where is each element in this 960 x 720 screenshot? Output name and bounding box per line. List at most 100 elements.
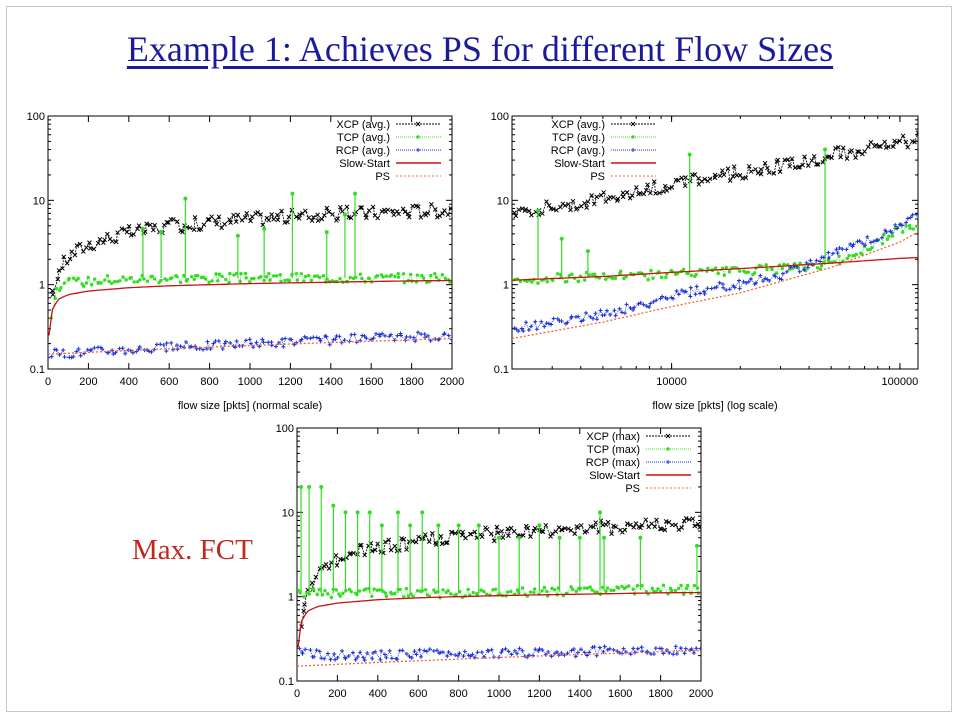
xcp-point: [344, 204, 350, 210]
tcp-point: [271, 274, 276, 278]
tcp-point: [686, 271, 690, 276]
xcp-point: [568, 207, 573, 213]
rcp-point: [737, 286, 742, 291]
rcp-point: [701, 289, 706, 294]
xcp-point: [516, 207, 522, 213]
rcp-point: [737, 278, 742, 283]
xcp-point: [679, 175, 684, 181]
tcp-point: [210, 279, 214, 283]
tcp-spike-point: [557, 535, 562, 540]
xcp-point: [479, 534, 485, 540]
xcp-point: [131, 232, 136, 237]
tcp-point: [713, 266, 718, 270]
xcp-point: [67, 256, 73, 262]
xcp-point: [771, 171, 777, 176]
xcp-point: [661, 189, 666, 194]
rcp-point: [784, 269, 789, 274]
tcp-point: [612, 588, 616, 593]
rcp-point: [380, 331, 385, 336]
xcp-point: [301, 608, 307, 614]
xcp-point: [311, 214, 316, 220]
rcp-point: [358, 650, 363, 655]
rcp-point: [826, 250, 831, 255]
rcp-point: [201, 347, 206, 352]
rcp-point: [260, 337, 265, 342]
rcp-point: [808, 258, 813, 263]
xcp-point: [903, 139, 909, 145]
tcp-point: [631, 135, 635, 139]
series-ps: [48, 337, 452, 355]
rcp-point: [721, 285, 726, 290]
legend: XCP (avg.)TCP (avg.)RCP (avg.)Slow-Start…: [336, 119, 441, 183]
xcp-point: [260, 222, 266, 228]
rcp-point: [280, 337, 285, 342]
rcp-point: [308, 648, 313, 653]
rcp-point: [679, 288, 684, 293]
x-tick-label: 0: [294, 688, 300, 700]
tcp-point: [420, 273, 424, 278]
xcp-point: [777, 169, 783, 175]
xcp-point: [410, 203, 416, 209]
rcp-point: [327, 342, 332, 347]
rcp-point: [683, 646, 688, 651]
rcp-point: [732, 285, 737, 290]
rcp-point: [415, 330, 420, 335]
rcp-point: [714, 285, 719, 290]
rcp-point: [676, 292, 681, 297]
rcp-point: [671, 652, 676, 657]
tcp-point: [593, 590, 597, 594]
rcp-point: [289, 337, 294, 342]
tcp-point: [782, 262, 786, 267]
xcp-point: [102, 237, 108, 243]
xcp-point: [639, 522, 645, 528]
x-tick-label: 100000: [882, 376, 919, 388]
xcp-point: [615, 196, 621, 202]
tcp-point: [220, 274, 224, 279]
xcp-point: [549, 531, 555, 537]
xcp-point: [302, 602, 307, 608]
tcp-spike-point: [183, 196, 188, 201]
tcp-point: [482, 589, 486, 594]
tcp-point: [555, 272, 560, 276]
tcp-point: [121, 275, 125, 279]
tcp-point: [904, 224, 908, 228]
tcp-point: [724, 265, 728, 270]
tcp-point: [446, 589, 450, 593]
tcp-point: [92, 277, 97, 281]
xcp-point: [271, 216, 277, 222]
tcp-spike-point: [517, 535, 522, 540]
rcp-point: [594, 317, 599, 322]
rcp-point: [408, 335, 413, 340]
rcp-point: [423, 335, 428, 340]
xcp-point: [228, 220, 233, 226]
rcp-point: [387, 648, 392, 653]
rcp-point: [516, 329, 521, 334]
tcp-spike-point: [262, 226, 267, 231]
rcp-point: [417, 647, 422, 652]
legend-label: Slow-Start: [554, 158, 605, 170]
xcp-point: [585, 199, 591, 205]
x-tick-label: 600: [160, 376, 178, 388]
tcp-point: [673, 588, 678, 593]
rcp-point: [395, 657, 400, 662]
rcp-point: [364, 336, 369, 341]
xcp-point: [531, 528, 537, 534]
tcp-point: [542, 585, 547, 590]
xcp-point: [641, 191, 647, 197]
xcp-point: [383, 539, 388, 545]
tcp-point: [326, 592, 330, 596]
xcp-point: [440, 211, 445, 216]
tcp-spike-point: [319, 484, 324, 489]
xcp-point: [666, 185, 672, 191]
rcp-point: [54, 347, 59, 352]
xcp-point: [91, 246, 97, 252]
tcp-point: [815, 266, 820, 270]
xcp-point: [814, 162, 819, 167]
tcp-point: [565, 279, 569, 284]
rcp-point: [683, 289, 688, 294]
xcp-point: [388, 547, 394, 553]
rcp-point: [818, 259, 823, 264]
xcp-point: [873, 142, 879, 148]
xcp-point: [584, 528, 590, 534]
tcp-point: [692, 583, 697, 588]
